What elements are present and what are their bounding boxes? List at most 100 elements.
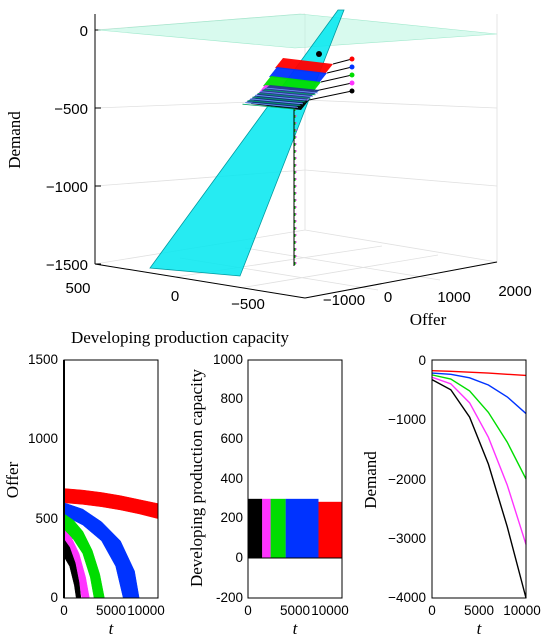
demand-plot-frame <box>431 359 527 599</box>
x-tick-label: 2000 <box>498 283 531 300</box>
z-tick-label: 0 <box>80 23 88 40</box>
offer-x-ticks: 0 5000 10000 <box>60 603 165 618</box>
z-axis-label: Demand <box>5 111 24 169</box>
x-tick-label: 10000 <box>127 603 165 618</box>
strip-endpoint-series-2 <box>349 72 355 78</box>
strip-hatch-line <box>247 100 301 106</box>
y-axis <box>94 263 306 299</box>
z-tick-label: −1000 <box>46 179 88 196</box>
y-tick-label: −3000 <box>388 531 426 546</box>
y-tick-label: 1000 <box>213 352 243 367</box>
y-tick-label: −1000 <box>388 412 426 427</box>
y-ticks: 500 0 −500 −1000 <box>65 280 365 313</box>
z-tick-label: −1500 <box>46 257 88 274</box>
strip-endpoint-series-4 <box>349 88 355 94</box>
offer-plot: 0 500 1000 1500 0 5000 10000 Offer t <box>3 352 165 638</box>
x-tick-label: 0 <box>384 289 392 306</box>
strip-hatch-line <box>242 103 296 110</box>
offer-y-ticks: 0 500 1000 1500 <box>28 352 58 605</box>
x-tick-label: 0 <box>60 603 68 618</box>
y-tick-label: 600 <box>220 431 243 446</box>
x-axis-label: Offer <box>410 310 447 329</box>
x-ticks: 0 1000 2000 <box>384 283 532 306</box>
x-axis <box>304 261 498 299</box>
strip-leader-series-0 <box>332 58 353 65</box>
capacity-bars <box>248 498 342 559</box>
y-tick-label: 500 <box>35 511 58 526</box>
capacity-plot: -200 0 200 400 600 800 1000 0 5000 10000… <box>187 352 349 638</box>
strip-hatch-line <box>262 89 316 96</box>
y-tick-label: 400 <box>220 471 243 486</box>
demand-lines <box>431 370 527 599</box>
offer-plot-frame <box>63 359 159 599</box>
constraint-plane <box>149 9 345 277</box>
figure-title: Developing production capacity <box>71 328 290 347</box>
y-tick-label: 0 <box>235 550 243 565</box>
demand-y-ticks: 0 −1000 −2000 −3000 −4000 <box>388 353 426 605</box>
demand-line-series-0 <box>431 370 527 377</box>
demand-line-series-2 <box>431 374 527 480</box>
demand-zero-plane <box>97 13 498 49</box>
strip-endpoint-series-0 <box>349 56 355 62</box>
strip-series-2 <box>263 76 321 92</box>
plot-3d: 0 −500 −1000 −1500 Demand 500 0 −500 −10… <box>5 9 532 329</box>
start-point <box>316 51 322 57</box>
trajectory-strips <box>242 56 355 110</box>
y-tick-label: 1000 <box>28 431 58 446</box>
y-tick-label: 0 <box>50 590 58 605</box>
capacity-bar-series-4 <box>248 498 263 559</box>
x-tick-label: 10000 <box>311 603 349 618</box>
z-ticks: 0 −500 −1000 −1500 <box>46 23 101 274</box>
z-tick-label: −500 <box>54 101 88 118</box>
strip-hatch-line <box>244 102 299 108</box>
x-tick-label: 0 <box>428 603 436 618</box>
strip-hatch-line <box>259 91 314 97</box>
offer-x-label: t <box>109 619 115 638</box>
strip-hatch-line <box>249 98 304 105</box>
demand-line-series-3 <box>431 376 527 545</box>
capacity-x-label: t <box>293 619 299 638</box>
demand-line-series-4 <box>431 379 527 599</box>
strip-leader-series-2 <box>320 74 353 83</box>
strip-endpoint-series-3 <box>349 80 355 86</box>
strip-series-1 <box>269 67 327 83</box>
capacity-bar-series-0 <box>318 501 342 559</box>
capacity-x-ticks: 0 5000 10000 <box>244 603 349 618</box>
strip-endpoint-series-1 <box>349 64 355 70</box>
strip-hatch-line <box>257 93 311 99</box>
capacity-y-label: Developing production capacity <box>187 368 206 587</box>
strip-hatch-line <box>252 96 306 103</box>
y-tick-label: 1500 <box>28 352 58 367</box>
demand-plot: 0 −1000 −2000 −3000 −4000 0 5000 10000 D… <box>361 353 541 638</box>
y-tick-label: 0 <box>171 288 179 305</box>
offer-y-label: Offer <box>3 461 22 498</box>
capacity-y-ticks: -200 0 200 400 600 800 1000 <box>213 352 243 605</box>
demand-line-series-1 <box>431 372 527 415</box>
strip-leader-series-3 <box>314 82 353 92</box>
x-tick-label: 1000 <box>437 289 470 306</box>
strip-hatch-line <box>264 87 319 94</box>
strip-leader-series-4 <box>308 90 353 101</box>
capacity-bar-series-2 <box>270 498 286 559</box>
y-tick-label: −500 <box>231 296 265 313</box>
x-tick-label: 5000 <box>96 603 126 618</box>
demand-x-ticks: 0 5000 10000 <box>428 603 541 618</box>
y-tick-label: −4000 <box>388 590 426 605</box>
y-tick-label: 800 <box>220 391 243 406</box>
offer-areas <box>63 360 159 599</box>
y-tick-label: −1000 <box>323 292 365 309</box>
y-tick-label: 200 <box>220 510 243 525</box>
strip-hatch-line <box>254 94 309 101</box>
demand-x-label: t <box>477 619 483 638</box>
x-tick-label: 5000 <box>280 603 310 618</box>
demand-y-label: Demand <box>361 451 380 509</box>
x-tick-label: 10000 <box>503 603 541 618</box>
strip-leader-series-1 <box>326 66 353 74</box>
y-tick-label: 0 <box>418 353 426 368</box>
capacity-bar-series-3 <box>262 498 271 559</box>
capacity-plot-frame <box>247 359 343 599</box>
y-tick-label: -200 <box>216 590 243 605</box>
strip-series-0 <box>275 58 333 74</box>
x-tick-label: 5000 <box>464 603 494 618</box>
